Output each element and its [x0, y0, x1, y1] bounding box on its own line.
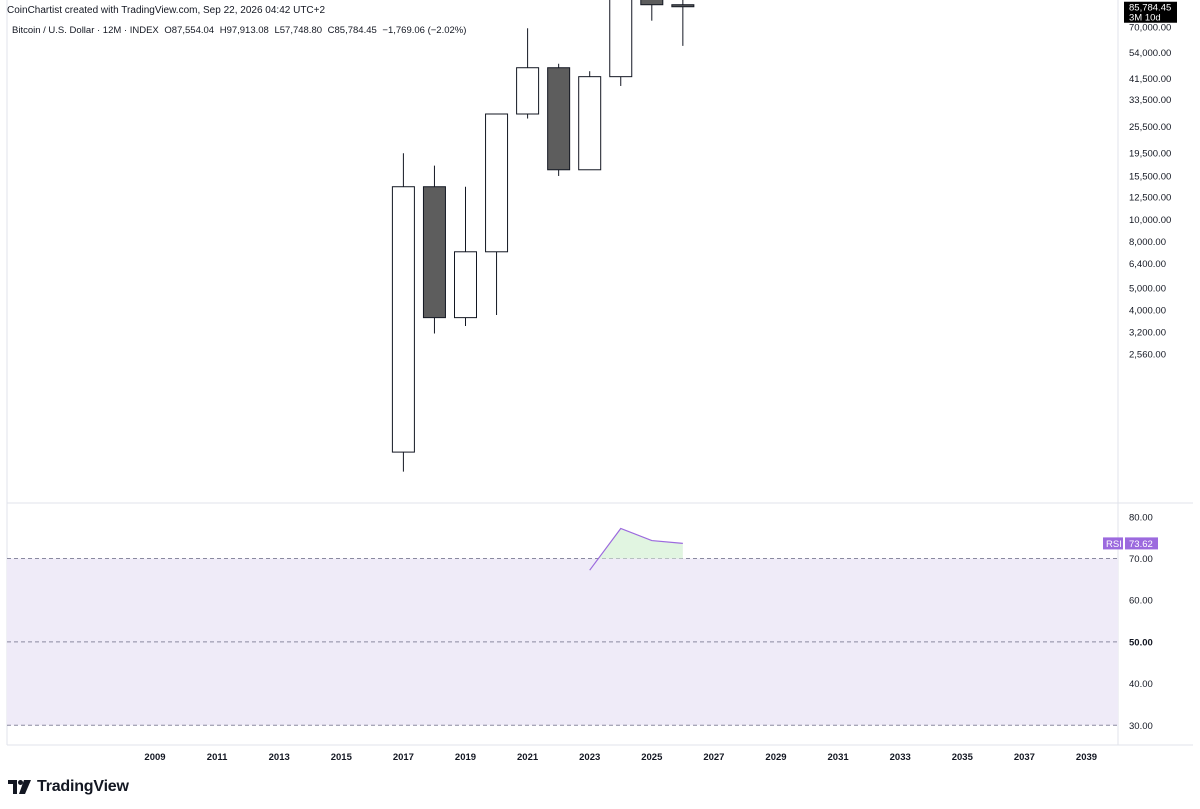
time-tick-label: 2009 [144, 752, 165, 763]
price-tick-label: 2,560.00 [1129, 350, 1166, 361]
rsi-tick-label: 70.00 [1129, 554, 1153, 565]
open-value: O87,554.04 [164, 25, 215, 36]
tradingview-brand[interactable]: TradingView [8, 778, 129, 796]
time-tick-label: 2037 [1014, 752, 1035, 763]
price-tick-label: 5,000.00 [1129, 283, 1166, 294]
price-tick-label: 33,500.00 [1129, 95, 1171, 106]
symbol-legend: Bitcoin / U.S. Dollar · 12M · INDEX O87,… [12, 25, 469, 36]
rsi-value-tag [1125, 537, 1158, 550]
rsi-name-tag [1103, 537, 1123, 550]
rsi-overbought-fill [598, 528, 683, 559]
price-tick-label: 70,000.00 [1129, 22, 1171, 33]
time-tick-label: 2025 [641, 752, 663, 763]
price-tick-label: 10,000.00 [1129, 215, 1171, 226]
time-tick-label: 2031 [828, 752, 850, 763]
price-tick-label: 15,500.00 [1129, 171, 1171, 182]
time-tick-label: 2023 [579, 752, 600, 763]
time-tick-label: 2015 [331, 752, 353, 763]
time-tick-label: 2039 [1076, 752, 1097, 763]
time-tick-label: 2017 [393, 752, 414, 763]
countdown-label: 3M 10d [1129, 13, 1161, 24]
candle-body [640, 0, 664, 6]
rsi-value-label: 73.62 [1129, 539, 1153, 550]
last-price-label: 85,784.45 [1129, 3, 1171, 14]
rsi-tick-label: 50.00 [1129, 637, 1153, 648]
candle-body [609, 0, 633, 78]
brand-name: TradingView [37, 778, 129, 795]
price-tick-label: 6,400.00 [1129, 259, 1166, 270]
candle-body [671, 4, 695, 8]
candle-body [516, 67, 540, 115]
candle-body [454, 251, 477, 319]
price-tick-label: 3,200.00 [1129, 327, 1166, 338]
candle-body [391, 186, 415, 453]
price-tick-label: 4,000.00 [1129, 305, 1166, 316]
time-tick-label: 2035 [952, 752, 974, 763]
close-value: C85,784.45 [327, 25, 377, 36]
low-value: L57,748.80 [274, 25, 323, 36]
price-tick-label: 19,500.00 [1129, 149, 1171, 160]
last-price-tag [1124, 1, 1177, 23]
price-tick-label: 25,500.00 [1129, 122, 1171, 133]
candle-body [578, 76, 602, 171]
symbol-title[interactable]: Bitcoin / U.S. Dollar · 12M · INDEX [12, 25, 159, 36]
price-tick-label: 54,000.00 [1129, 48, 1171, 59]
candle-body [422, 186, 446, 319]
time-tick-label: 2033 [890, 752, 911, 763]
high-value: H97,913.08 [219, 25, 269, 36]
time-tick-label: 2013 [269, 752, 290, 763]
candles-group [391, 0, 695, 472]
candle-body [485, 113, 509, 253]
time-tick-label: 2029 [765, 752, 786, 763]
rsi-line [589, 527, 683, 571]
time-tick-label: 2027 [703, 752, 724, 763]
change-value: −1,769.06 (−2.02%) [382, 25, 467, 36]
time-tick-label: 2019 [455, 752, 476, 763]
rsi-tick-label: 30.00 [1129, 721, 1153, 732]
rsi-tick-label: 60.00 [1129, 596, 1153, 607]
rsi-tick-label: 40.00 [1129, 679, 1153, 690]
rsi-name-label: RSI [1106, 539, 1122, 550]
price-tick-label: 8,000.00 [1129, 237, 1166, 248]
rsi-tick-label: 80.00 [1129, 512, 1153, 523]
tradingview-logo-icon [8, 780, 31, 794]
chart-credit: CoinChartist created with TradingView.co… [7, 5, 326, 16]
price-chart[interactable]: 2,560.00 3,200.00 4,000.00 5,000.00 6,400.00… [0, 0, 1200, 775]
time-tick-label: 2011 [207, 752, 228, 763]
price-tick-label: 41,500.00 [1129, 74, 1171, 85]
candle-body [547, 67, 571, 171]
price-tick-label: 12,500.00 [1129, 193, 1171, 204]
time-tick-label: 2021 [517, 752, 539, 763]
